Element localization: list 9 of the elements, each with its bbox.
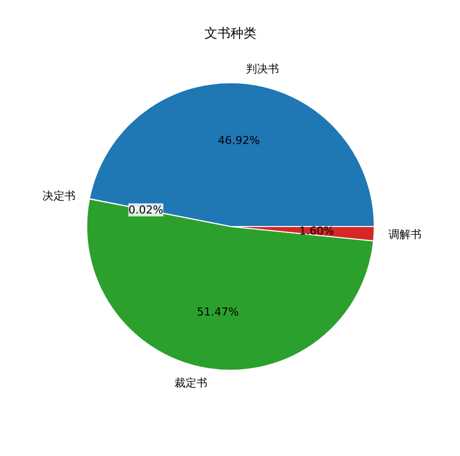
data-label: 46.92% bbox=[218, 134, 260, 148]
data-label: 1.60% bbox=[299, 224, 334, 238]
slice-label: 裁定书 bbox=[174, 376, 208, 390]
chart-title: 文书种类 bbox=[204, 26, 256, 42]
slice-label: 调解书 bbox=[388, 228, 422, 241]
data-label: 0.02% bbox=[128, 203, 164, 216]
slice-label: 判决书 bbox=[246, 62, 279, 76]
slice-label: 决定书 bbox=[42, 190, 76, 203]
data-label: 51.47% bbox=[196, 305, 239, 318]
